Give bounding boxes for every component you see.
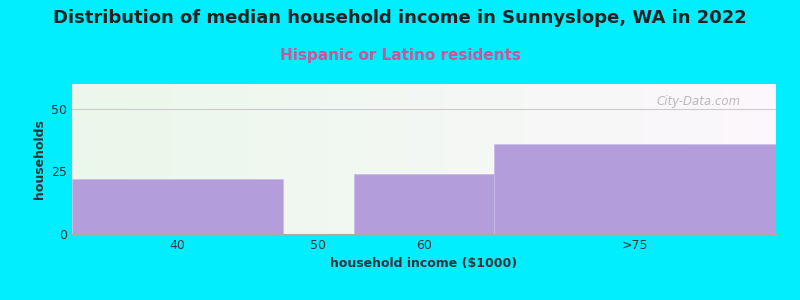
X-axis label: household income ($1000): household income ($1000) xyxy=(330,257,518,270)
Text: City-Data.com: City-Data.com xyxy=(656,95,741,109)
Bar xyxy=(72,179,283,234)
Bar xyxy=(354,174,494,234)
Bar xyxy=(494,144,776,234)
Y-axis label: households: households xyxy=(33,119,46,199)
Text: Distribution of median household income in Sunnyslope, WA in 2022: Distribution of median household income … xyxy=(53,9,747,27)
Text: Hispanic or Latino residents: Hispanic or Latino residents xyxy=(279,48,521,63)
